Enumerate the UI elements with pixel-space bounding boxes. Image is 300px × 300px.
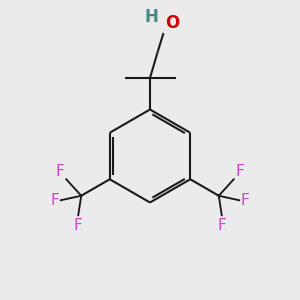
Text: F: F: [51, 193, 59, 208]
Text: F: F: [56, 164, 65, 178]
Text: H: H: [144, 8, 158, 26]
Text: F: F: [235, 164, 244, 178]
Text: F: F: [241, 193, 249, 208]
Text: F: F: [74, 218, 82, 233]
Text: F: F: [218, 218, 226, 233]
Text: O: O: [165, 14, 179, 32]
